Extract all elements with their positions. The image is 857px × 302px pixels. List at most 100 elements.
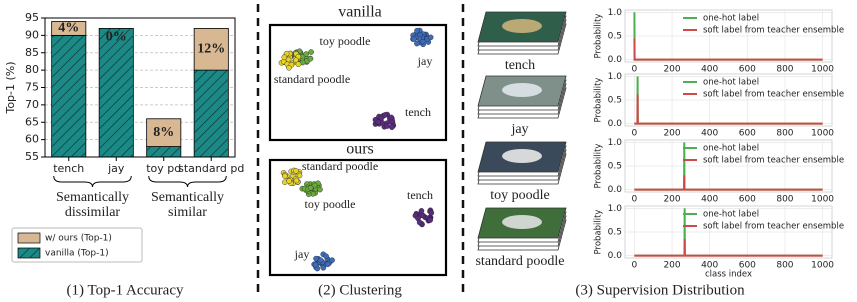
series-line: [634, 239, 823, 257]
legend-label: w/ ours (Top-1): [45, 234, 112, 244]
cluster-point: [382, 112, 388, 118]
y-tick-label: 0.0: [608, 251, 623, 261]
bar-segment: [193, 28, 229, 71]
cluster-point: [428, 210, 435, 216]
x-tick-label: 1000: [811, 195, 834, 205]
cluster-label: toy poodle: [305, 197, 356, 211]
x-tick-label: 0: [632, 129, 638, 139]
cluster-label: toy poodle: [320, 34, 371, 48]
bar-segment: [146, 118, 182, 147]
y-tick-label: 1.0: [608, 204, 623, 214]
y-tick-label: 0.0: [608, 185, 623, 195]
x-tick-label: 600: [739, 65, 756, 75]
y-axis-label: Probability: [594, 144, 604, 189]
bar-hatch: [194, 70, 229, 157]
group-brace: [53, 175, 132, 188]
x-tick-label: 200: [663, 129, 680, 139]
x-axis-label: class index: [705, 270, 752, 280]
y-tick-label: 0.5: [608, 96, 622, 106]
cluster-point: [414, 27, 420, 34]
cluster-point: [307, 185, 314, 191]
y-axis-label: Top-1 (%): [4, 61, 17, 114]
x-tick-label: 1000: [811, 261, 834, 271]
y-tick-label: 1.0: [608, 8, 623, 18]
legend-label: soft label from teacher ensemble: [703, 90, 844, 100]
x-tick-label: tench: [53, 162, 84, 175]
cluster-point: [281, 54, 288, 61]
y-tick-label: 0.5: [608, 228, 622, 238]
cluster-point: [411, 36, 417, 42]
cluster-point: [312, 261, 319, 268]
cluster-point: [308, 49, 314, 55]
x-tick-label: 800: [776, 129, 793, 139]
cluster-point: [296, 172, 303, 179]
image-label: tench: [505, 58, 535, 73]
panel-title: vanilla: [338, 4, 382, 21]
x-tick-label: 800: [776, 261, 793, 271]
cluster-label: standard poodle: [302, 159, 378, 173]
cluster-point: [293, 57, 299, 64]
y-tick-label: 1.0: [608, 72, 623, 82]
x-tick-label: 400: [701, 65, 718, 75]
value-label: 12%: [197, 41, 225, 56]
legend-box: [11, 227, 143, 263]
legend-label: soft label from teacher ensemble: [703, 156, 844, 166]
x-tick-label: toy pd: [146, 162, 181, 175]
x-tick-label: 200: [663, 195, 680, 205]
series-line: [634, 94, 823, 125]
image-label: jay: [510, 122, 528, 137]
image-label: toy poodle: [490, 188, 550, 203]
legend-hatch: [18, 248, 40, 258]
x-tick-label: 400: [701, 261, 718, 271]
cluster-point: [295, 61, 302, 68]
y-tick-label: 65: [25, 115, 39, 128]
cluster-point: [427, 217, 433, 223]
cluster-point: [416, 219, 423, 226]
group-label: Semantically: [151, 190, 224, 205]
x-tick-label: 400: [701, 195, 718, 205]
x-tick-label: 600: [739, 195, 756, 205]
y-tick-label: 0.5: [608, 32, 622, 42]
x-tick-label: 0: [632, 195, 638, 205]
value-label: 8%: [153, 125, 174, 140]
x-tick-label: 400: [701, 129, 718, 139]
y-tick-label: 55: [25, 150, 39, 163]
cluster-label: tench: [407, 188, 433, 202]
cluster-point: [418, 208, 425, 214]
caption: (2) Clustering: [318, 282, 402, 298]
cluster-point: [324, 261, 331, 268]
x-tick-label: 0: [632, 261, 638, 271]
x-tick-label: 1000: [811, 129, 834, 139]
y-tick-label: 95: [25, 11, 39, 24]
caption: (1) Top-1 Accuracy: [67, 282, 184, 298]
y-tick-label: 0.0: [608, 119, 623, 129]
image-subject: [502, 149, 542, 163]
bar-hatch: [51, 35, 86, 157]
cluster-point: [388, 114, 395, 121]
cluster-label: standard poodle: [274, 72, 350, 86]
cluster-point: [329, 257, 335, 263]
legend-label: soft label from teacher ensemble: [703, 26, 844, 36]
cluster-point: [384, 123, 390, 129]
x-tick-label: 1000: [811, 65, 834, 75]
x-tick-label: jay: [107, 162, 125, 175]
series-line: [633, 38, 823, 61]
y-tick-label: 70: [25, 98, 39, 111]
y-tick-label: 0.0: [608, 55, 623, 65]
cluster-point: [311, 182, 318, 189]
value-label: 4%: [58, 21, 79, 36]
group-label: dissimilar: [65, 205, 121, 220]
cluster-point: [378, 115, 385, 121]
legend-label: one-hot label: [703, 144, 759, 154]
y-tick-label: 90: [25, 28, 39, 41]
legend-label: one-hot label: [703, 78, 759, 88]
y-axis-label: Probability: [594, 78, 604, 123]
plot-frame: [44, 17, 236, 158]
x-tick-label: 200: [663, 261, 680, 271]
cluster-label: tench: [405, 105, 431, 119]
cluster-point: [317, 257, 324, 264]
legend-label: vanilla (Top-1): [45, 249, 109, 259]
legend-label: soft label from teacher ensemble: [703, 222, 844, 232]
